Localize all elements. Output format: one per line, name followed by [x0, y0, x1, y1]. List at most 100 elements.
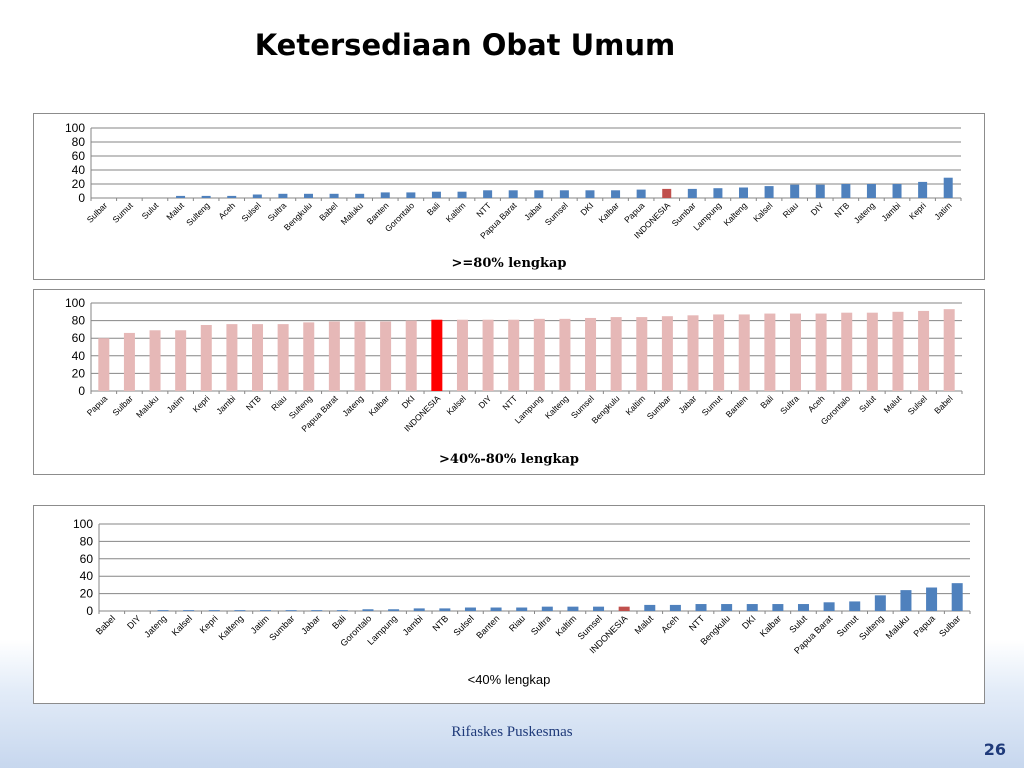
x-tick-label: Sulsel	[239, 200, 263, 224]
x-tick-label: Babel	[932, 393, 955, 416]
x-tick-label: Maluku	[339, 200, 366, 227]
x-tick-label: DIY	[809, 200, 826, 217]
bar-jambi	[413, 608, 425, 611]
bar-sulbar	[123, 332, 135, 391]
bar-sulteng	[874, 595, 886, 611]
bar-kalbar	[380, 321, 392, 391]
x-tick-label: Sulut	[787, 613, 809, 635]
bar-banten	[380, 192, 390, 198]
x-tick-label: Jabar	[676, 393, 698, 415]
x-tick-label: Kalsel	[751, 200, 775, 224]
x-tick-label: Sumsel	[543, 200, 570, 227]
x-tick-label: Sulteng	[184, 200, 212, 228]
bar-kaltim	[636, 317, 648, 391]
bar-sulut	[866, 312, 878, 391]
bar-banten	[738, 314, 750, 391]
bar-diy	[482, 319, 494, 391]
bar-papua	[636, 189, 646, 198]
slide-title: Ketersediaan Obat Umum	[254, 28, 676, 62]
x-tick-label: NTT	[474, 200, 493, 219]
bar-sumsel	[559, 190, 569, 198]
bar-sulteng	[303, 322, 315, 391]
bar-jatim	[175, 330, 187, 391]
x-tick-label: Jatim	[249, 613, 271, 635]
x-tick-label: Riau	[781, 200, 801, 220]
bar-ntt	[508, 319, 520, 391]
x-tick-label: Papua	[912, 613, 937, 638]
y-tick-label: 80	[72, 135, 86, 149]
x-tick-label: Sumbar	[267, 613, 296, 642]
bar-kepri	[200, 325, 212, 391]
x-tick-label: Jabar	[299, 613, 322, 636]
x-tick-label: Kepri	[191, 393, 212, 414]
footer-text: Rifaskes Puskesmas	[451, 724, 573, 740]
bar-aceh	[227, 195, 237, 198]
bar-kalsel	[456, 319, 468, 391]
y-tick-label: 40	[72, 349, 86, 363]
bar-malut	[176, 195, 186, 198]
y-tick-label: 100	[65, 296, 85, 310]
x-tick-label: Kepri	[907, 200, 928, 221]
x-tick-label: NTB	[244, 393, 263, 412]
y-tick-label: 40	[80, 569, 94, 583]
x-tick-label: Jambi	[401, 613, 425, 637]
bar-sulsel	[918, 310, 930, 391]
x-tick-label: Jambi	[879, 200, 902, 223]
x-tick-label: Kalteng	[543, 393, 571, 421]
bar-sumut	[713, 314, 725, 391]
bar-riau	[790, 184, 800, 198]
x-tick-label: Bali	[425, 200, 442, 217]
bar-lampung	[713, 188, 723, 198]
bar-sultra	[541, 606, 553, 611]
bar-kalteng	[234, 610, 246, 611]
x-tick-label: DIY	[476, 393, 493, 410]
bar-sumbar	[687, 188, 697, 198]
bar-babel	[943, 309, 955, 391]
x-tick-label: Sumut	[700, 393, 725, 418]
bar-sumsel	[585, 317, 597, 391]
bar-banten	[490, 607, 502, 611]
x-tick-label: Aceh	[806, 393, 827, 414]
x-tick-label: Kalteng	[721, 200, 749, 228]
y-tick-label: 100	[73, 517, 93, 531]
bar-gorontalo	[841, 312, 853, 391]
bar-kaltim	[567, 606, 579, 611]
bar-sumsel	[593, 606, 605, 611]
bar-jateng	[866, 184, 876, 198]
bar-papua-barat	[508, 190, 518, 198]
bar-kepri	[208, 610, 220, 611]
y-tick-label: 60	[72, 331, 86, 345]
x-tick-label: Jateng	[142, 613, 168, 639]
bar-bengkulu	[721, 604, 733, 611]
y-tick-label: 20	[72, 366, 86, 380]
bar-kepri	[918, 181, 928, 198]
bar-malut	[644, 604, 656, 611]
x-tick-label: Banten	[724, 393, 750, 419]
bar-kalbar	[611, 190, 621, 198]
y-tick-label: 40	[72, 163, 86, 177]
y-tick-label: 0	[78, 384, 85, 398]
x-tick-label: NTT	[687, 613, 707, 633]
x-tick-label: Sulbar	[110, 393, 135, 418]
x-tick-label: Sulbar	[85, 200, 110, 225]
x-tick-label: Sultra	[529, 613, 553, 637]
bar-ntb	[439, 608, 451, 611]
bar-sulteng	[201, 195, 211, 198]
x-tick-label: Jateng	[340, 393, 365, 418]
bar-sultra	[789, 313, 801, 391]
bar-malut	[892, 311, 904, 391]
bar-jabar	[311, 610, 323, 611]
bar-jateng	[354, 321, 366, 391]
x-tick-label: Babel	[317, 200, 340, 223]
x-tick-label: Malut	[164, 200, 186, 222]
bar-lampung	[388, 609, 400, 611]
bar-bali	[431, 191, 441, 198]
x-tick-label: NTT	[500, 393, 519, 412]
bar-bengkulu	[304, 193, 313, 198]
x-tick-label: Kaltim	[623, 393, 647, 417]
x-tick-label: Sulut	[857, 393, 878, 414]
x-tick-label: Bali	[758, 393, 775, 410]
bar-kalsel	[764, 186, 774, 198]
